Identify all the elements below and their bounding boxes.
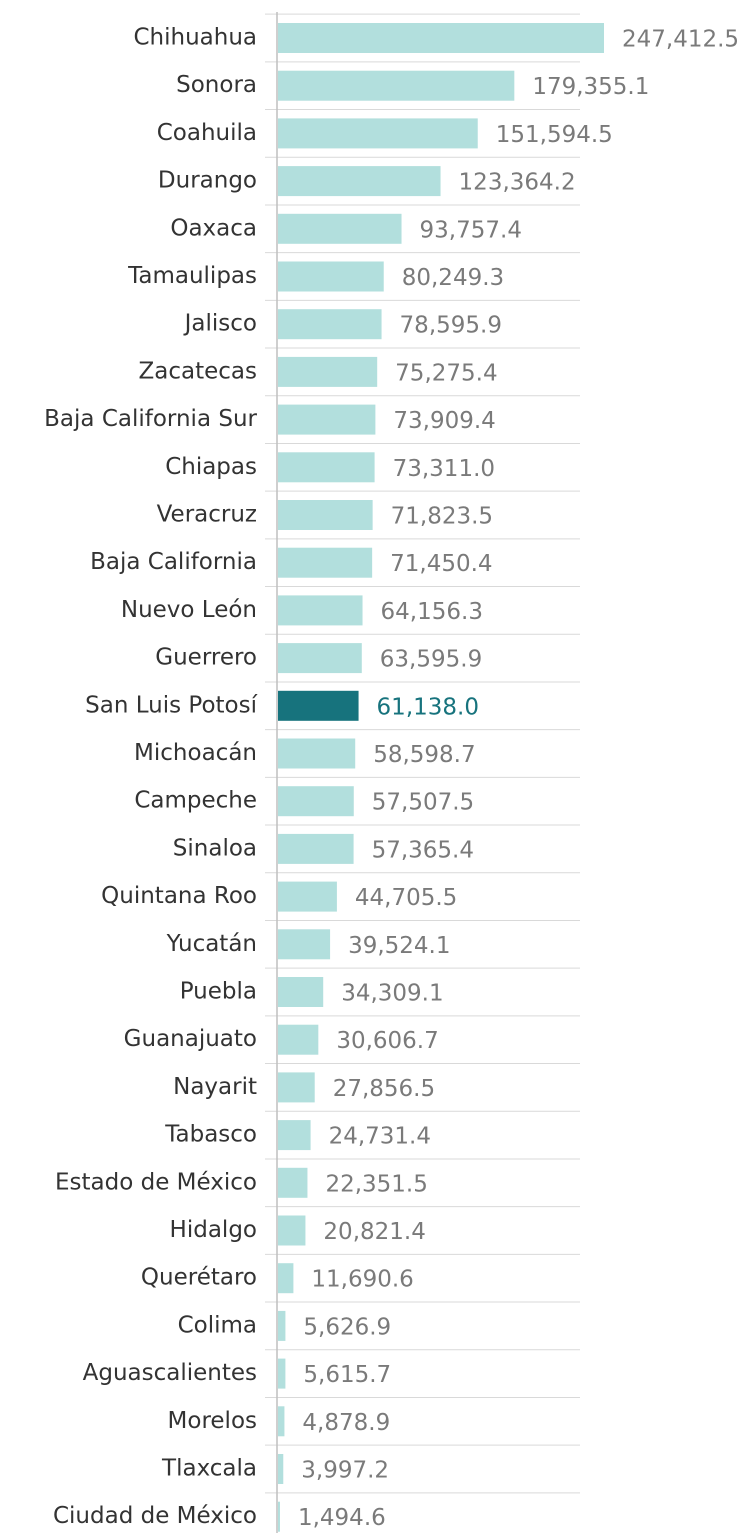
category-label: Yucatán (166, 931, 257, 957)
category-label: Estado de México (55, 1169, 257, 1195)
value-label: 61,138.0 (377, 694, 479, 720)
value-label: 30,606.7 (336, 1028, 438, 1054)
bar (278, 452, 375, 483)
value-label: 3,997.2 (301, 1458, 389, 1484)
bar (278, 643, 362, 674)
bar (278, 166, 441, 197)
value-label: 123,364.2 (459, 170, 576, 196)
category-label: Sinaloa (173, 835, 257, 861)
category-label: Campeche (134, 788, 257, 814)
category-label: Nayarit (173, 1074, 257, 1100)
bar (278, 595, 363, 626)
bar (278, 738, 356, 769)
category-label: Chiapas (165, 454, 257, 480)
category-label: Baja California Sur (44, 406, 257, 432)
bar (278, 547, 373, 578)
value-label: 64,156.3 (381, 599, 483, 625)
category-label: Durango (158, 168, 257, 194)
value-label: 22,351.5 (325, 1171, 427, 1197)
category-label: Oaxaca (170, 215, 257, 241)
bar (278, 1263, 294, 1294)
category-label: Michoacán (134, 740, 257, 766)
bar (278, 309, 382, 340)
bar (278, 786, 354, 817)
bar (278, 500, 373, 530)
bar (278, 690, 359, 721)
bar (278, 929, 331, 960)
bar (278, 977, 324, 1007)
category-label: Colima (178, 1312, 257, 1338)
value-label: 4,878.9 (302, 1410, 390, 1436)
value-label: 57,507.5 (372, 790, 474, 816)
bar (278, 1406, 285, 1437)
category-label: Tlaxcala (161, 1456, 257, 1482)
category-label: Veracruz (157, 502, 257, 528)
category-label: Coahuila (157, 120, 257, 146)
bar (278, 1215, 306, 1246)
value-label: 5,626.9 (303, 1314, 391, 1340)
bar (278, 881, 337, 912)
value-label: 57,365.4 (372, 837, 474, 863)
value-label: 73,311.0 (393, 456, 495, 482)
value-label: 44,705.5 (355, 885, 457, 911)
category-label: Morelos (168, 1408, 257, 1434)
bar (278, 404, 376, 435)
value-label: 71,450.4 (390, 551, 492, 577)
category-label: Guanajuato (124, 1026, 257, 1052)
category-label: San Luis Potosí (85, 692, 257, 718)
value-label: 151,594.5 (496, 122, 613, 148)
value-label: 80,249.3 (402, 265, 504, 291)
bar (278, 1310, 286, 1341)
value-label: 5,615.7 (303, 1362, 391, 1388)
value-label: 71,823.5 (391, 504, 493, 530)
value-label: 179,355.1 (532, 74, 649, 100)
category-label: Nuevo León (121, 597, 257, 623)
value-label: 93,757.4 (420, 217, 522, 243)
bar (278, 70, 515, 101)
category-label: Aguascalientes (83, 1360, 257, 1386)
category-label: Tamaulipas (127, 263, 257, 289)
value-label: 247,412.5 (622, 27, 739, 53)
category-label: Zacatecas (139, 358, 257, 384)
bar (278, 1120, 311, 1151)
value-label: 34,309.1 (341, 981, 443, 1007)
value-label: 24,731.4 (329, 1124, 431, 1150)
value-label: 73,909.4 (393, 408, 495, 434)
category-label: Hidalgo (170, 1217, 257, 1243)
value-label: 27,856.5 (333, 1076, 435, 1102)
value-label: 39,524.1 (348, 933, 450, 959)
value-label: 1,494.6 (298, 1505, 386, 1531)
bar (278, 356, 378, 387)
bar (278, 23, 604, 53)
category-label: Guerrero (155, 645, 257, 671)
category-label: Sonora (176, 72, 257, 98)
bar (278, 1454, 284, 1484)
value-label: 58,598.7 (373, 742, 475, 768)
bar (278, 1167, 308, 1198)
bar (278, 833, 354, 864)
value-label: 75,275.4 (395, 360, 497, 386)
category-label: Chihuahua (133, 25, 257, 51)
value-label: 11,690.6 (311, 1267, 413, 1293)
value-label: 63,595.9 (380, 647, 482, 673)
value-label: 20,821.4 (323, 1219, 425, 1245)
bar (278, 1024, 319, 1055)
category-label: Quintana Roo (101, 883, 257, 909)
bar (278, 1501, 280, 1532)
value-label: 78,595.9 (400, 313, 502, 339)
category-label: Ciudad de México (53, 1503, 257, 1529)
bar (278, 1072, 315, 1103)
bar (278, 1358, 286, 1389)
category-label: Baja California (90, 549, 257, 575)
category-label: Jalisco (183, 311, 257, 337)
bar (278, 118, 478, 149)
category-label: Puebla (180, 979, 257, 1005)
bar (278, 213, 402, 244)
category-label: Tabasco (164, 1122, 257, 1148)
bar (278, 261, 384, 292)
category-label: Querétaro (141, 1265, 257, 1291)
